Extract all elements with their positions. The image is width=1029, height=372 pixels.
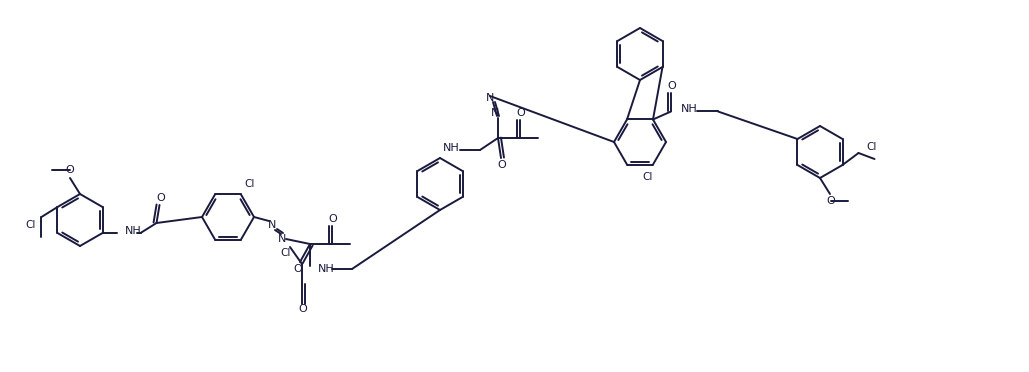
Text: O: O — [298, 304, 308, 314]
Text: O: O — [517, 108, 526, 118]
Text: N: N — [268, 220, 276, 230]
Text: O: O — [293, 264, 303, 274]
Text: N: N — [491, 108, 499, 118]
Text: NH: NH — [681, 105, 698, 115]
Text: NH: NH — [125, 226, 141, 236]
Text: Cl: Cl — [25, 220, 35, 230]
Text: O: O — [498, 160, 506, 170]
Text: N: N — [278, 234, 286, 244]
Text: NH: NH — [443, 143, 460, 153]
Text: Cl: Cl — [866, 142, 877, 152]
Text: Cl: Cl — [244, 179, 254, 189]
Text: O: O — [328, 214, 338, 224]
Text: Cl: Cl — [281, 248, 291, 258]
Text: N: N — [486, 93, 494, 103]
Text: O: O — [66, 165, 74, 175]
Text: O: O — [156, 193, 165, 203]
Text: NH: NH — [318, 264, 334, 274]
Text: O: O — [668, 81, 676, 92]
Text: O: O — [826, 196, 836, 206]
Text: Cl: Cl — [643, 171, 653, 182]
